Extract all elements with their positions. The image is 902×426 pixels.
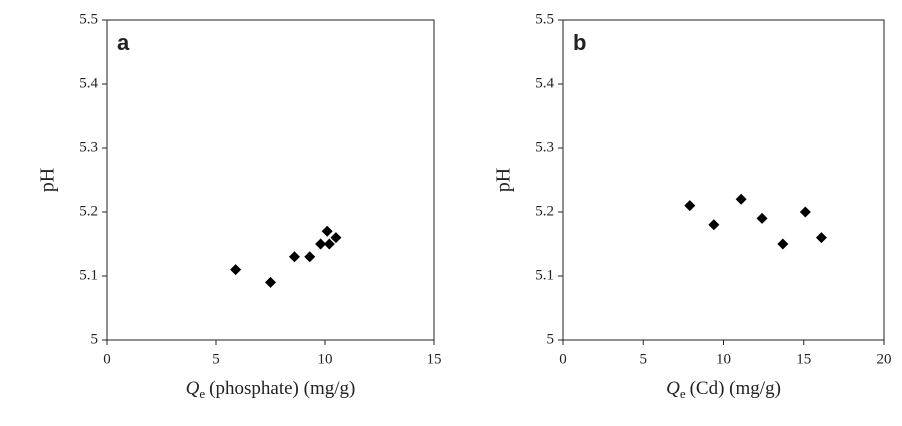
y-tick-label: 5.1 [535, 267, 554, 283]
data-point [321, 225, 333, 237]
x-tick-label: 10 [716, 351, 731, 367]
data-point [288, 251, 300, 263]
data-point [799, 206, 811, 218]
x-label-subscript: e [199, 386, 205, 401]
y-tick-label: 5.5 [535, 11, 554, 27]
data-point [265, 276, 276, 288]
x-tick-label: 0 [559, 351, 567, 367]
data-point [330, 232, 342, 244]
y-tick-label: 5.3 [535, 139, 554, 155]
data-point [708, 219, 720, 231]
x-label-symbol: Q [666, 378, 680, 399]
x-tick-label: 5 [640, 351, 648, 367]
data-point [304, 251, 316, 263]
panel-label: a [117, 30, 130, 55]
data-point [815, 232, 827, 244]
y-axis-label: pH [37, 168, 59, 192]
x-axis-label: Qe (Cd) (mg/g) [666, 378, 781, 401]
plot-frame [106, 19, 435, 341]
y-axis-label: pH [493, 168, 515, 192]
x-tick-label: 10 [318, 351, 333, 367]
plot-frame [562, 19, 885, 341]
y-tick-label: 5.5 [79, 11, 98, 27]
x-tick-label: 15 [796, 351, 811, 367]
data-point [230, 264, 242, 276]
x-label-text: (phosphate) (mg/g) [209, 378, 355, 399]
x-label-subscript: e [680, 386, 686, 401]
y-tick-label: 5 [547, 331, 555, 347]
panel-label: b [573, 30, 586, 55]
y-tick-label: 5 [91, 331, 99, 347]
x-label-symbol: Q [186, 378, 200, 399]
x-axis-label: Qe (phosphate) (mg/g) [186, 378, 356, 401]
y-tick-label: 5.2 [79, 203, 98, 219]
x-tick-label: 0 [103, 351, 111, 367]
y-tick-label: 5.2 [535, 203, 554, 219]
y-tick-label: 5.3 [79, 139, 98, 155]
y-tick-label: 5.4 [79, 75, 98, 91]
data-point [777, 238, 789, 250]
x-tick-label: 20 [877, 351, 892, 367]
data-point [323, 238, 335, 250]
x-tick-label: 15 [427, 351, 442, 367]
data-point [684, 200, 696, 212]
data-point [735, 193, 747, 205]
data-point [756, 212, 768, 224]
x-tick-label: 5 [212, 351, 220, 367]
y-tick-label: 5.4 [535, 75, 554, 91]
x-label-text: (Cd) (mg/g) [690, 378, 781, 399]
y-tick-label: 5.1 [79, 267, 98, 283]
data-point [315, 238, 327, 250]
